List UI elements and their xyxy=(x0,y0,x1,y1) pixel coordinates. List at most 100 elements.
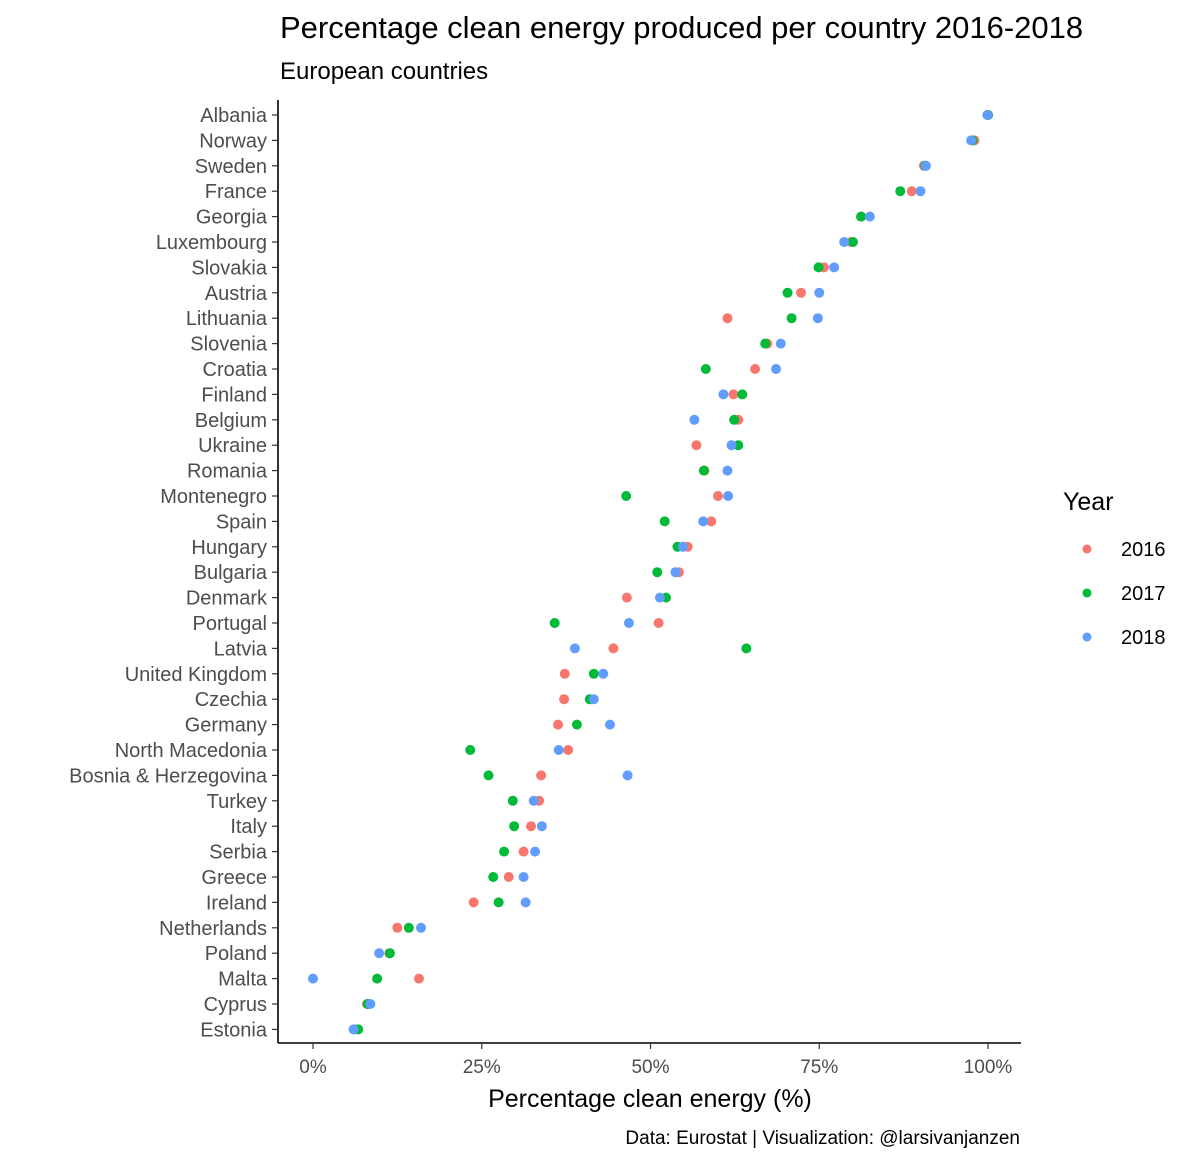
y-tick-label: Turkey xyxy=(207,791,267,813)
point-2017 xyxy=(509,821,520,832)
point-2016 xyxy=(559,694,570,705)
point-2017 xyxy=(652,567,663,578)
y-tick-label: Georgia xyxy=(196,207,268,229)
point-2017 xyxy=(465,745,476,755)
point-2018 xyxy=(689,414,700,425)
legend-key-2017 xyxy=(1082,588,1092,598)
point-2018 xyxy=(920,160,931,171)
point-2018 xyxy=(812,313,823,324)
point-2017 xyxy=(700,364,711,374)
y-tick-label: Bulgaria xyxy=(194,562,268,584)
chart-caption: Data: Eurostat | Visualization: @larsiva… xyxy=(625,1128,1020,1149)
point-2016 xyxy=(413,973,424,984)
point-2018 xyxy=(726,440,737,451)
point-2017 xyxy=(659,516,670,527)
legend-label-2018: 2018 xyxy=(1121,627,1166,649)
point-2018 xyxy=(623,618,634,628)
x-tick-label: 0% xyxy=(299,1057,327,1078)
point-2016 xyxy=(691,440,702,451)
point-2017 xyxy=(571,719,582,730)
point-2016 xyxy=(621,592,632,603)
chart-title: Percentage clean energy produced per cou… xyxy=(280,10,1083,45)
point-2017 xyxy=(372,973,383,984)
point-2018 xyxy=(698,516,709,527)
point-2018 xyxy=(654,592,665,603)
y-tick-label: France xyxy=(205,181,267,203)
y-tick-label: Albania xyxy=(200,105,268,127)
y-tick-label: Serbia xyxy=(209,842,268,864)
y-tick-label: Romania xyxy=(187,461,268,483)
point-2017 xyxy=(384,948,395,959)
y-tick-label: Norway xyxy=(199,130,267,152)
y-tick-label: Malta xyxy=(218,969,268,991)
point-2016 xyxy=(503,872,514,882)
chart-subtitle: European countries xyxy=(280,58,488,85)
point-2016 xyxy=(468,897,479,908)
point-2016 xyxy=(553,719,564,730)
point-2017 xyxy=(403,922,414,933)
x-tick-label: 100% xyxy=(964,1057,1013,1078)
point-2018 xyxy=(677,541,688,552)
y-tick-label: Hungary xyxy=(191,537,267,559)
point-2017 xyxy=(856,211,867,222)
y-tick-label: Portugal xyxy=(193,613,268,635)
x-axis-label: Percentage clean energy (%) xyxy=(488,1085,812,1113)
point-2018 xyxy=(829,262,840,273)
y-tick-label: Poland xyxy=(205,943,267,965)
x-axis: 0% 25% 50% 75% 100% xyxy=(278,1042,1021,1078)
point-2018 xyxy=(528,795,539,806)
point-2017 xyxy=(499,846,510,857)
point-2016 xyxy=(518,846,529,857)
y-tick-label: United Kingdom xyxy=(125,664,267,686)
y-tick-label: Greece xyxy=(201,867,267,889)
y-tick-label: North Macedonia xyxy=(115,740,268,762)
point-2018 xyxy=(588,694,599,705)
point-2017 xyxy=(549,618,560,628)
y-tick-label: Slovakia xyxy=(191,257,267,279)
legend-label-2016: 2016 xyxy=(1121,539,1166,561)
y-tick-label: Belgium xyxy=(195,410,267,432)
point-2016 xyxy=(536,770,547,781)
point-2016 xyxy=(392,922,403,933)
point-2018 xyxy=(518,872,529,882)
y-tick-label: Sweden xyxy=(195,156,267,178)
point-2017 xyxy=(741,643,752,654)
point-2018 xyxy=(982,110,993,120)
point-2018 xyxy=(536,821,547,832)
y-tick-label: Slovenia xyxy=(190,334,268,356)
point-2017 xyxy=(895,186,906,197)
point-2018 xyxy=(520,897,531,908)
y-tick-label: Ireland xyxy=(206,892,267,914)
point-2018 xyxy=(915,186,926,197)
x-tick-label: 50% xyxy=(631,1057,669,1078)
point-2016 xyxy=(722,313,733,324)
point-2018 xyxy=(308,973,318,984)
point-2018 xyxy=(605,719,615,730)
point-2016 xyxy=(608,643,619,654)
point-2016 xyxy=(706,516,717,527)
point-2017 xyxy=(483,770,494,781)
legend-title: Year xyxy=(1063,488,1114,516)
point-2017 xyxy=(621,491,632,501)
point-2016 xyxy=(563,745,574,755)
point-2017 xyxy=(588,668,599,679)
point-2017 xyxy=(488,872,499,882)
y-tick-label: Spain xyxy=(216,511,267,533)
point-2016 xyxy=(750,364,761,374)
point-2018 xyxy=(374,948,385,959)
point-2017 xyxy=(760,338,771,349)
point-2016 xyxy=(796,287,807,298)
point-2018 xyxy=(775,338,786,349)
point-2016 xyxy=(526,821,537,832)
point-2018 xyxy=(553,745,564,755)
y-tick-label: Netherlands xyxy=(159,918,267,940)
point-2017 xyxy=(737,389,748,400)
point-2016 xyxy=(653,618,664,628)
x-tick-label: 75% xyxy=(800,1057,838,1078)
legend-key-2018 xyxy=(1082,632,1092,642)
y-tick-label: Bosnia & Herzegovina xyxy=(69,765,268,787)
point-2018 xyxy=(718,389,729,400)
point-2016 xyxy=(728,389,739,400)
point-2016 xyxy=(559,668,570,679)
